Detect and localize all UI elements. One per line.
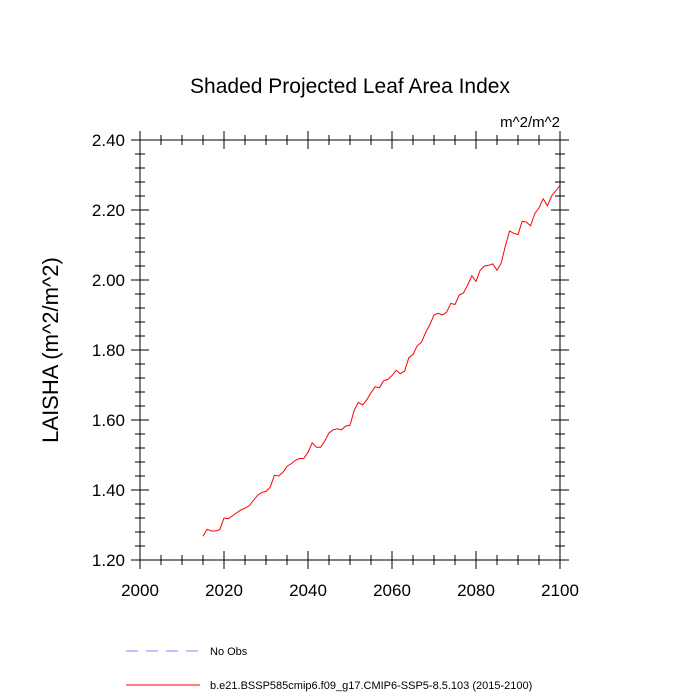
- y-tick-label: 1.80: [92, 341, 125, 360]
- legend: No Obs b.e21.BSSP585cmip6.f09_g17.CMIP6-…: [126, 646, 532, 692]
- x-tick-label: 2060: [373, 581, 411, 600]
- y-tick-label: 1.40: [92, 481, 125, 500]
- y-tick-label: 2.40: [92, 131, 125, 150]
- y-tick-label: 2.20: [92, 201, 125, 220]
- y-tick-label: 1.60: [92, 411, 125, 430]
- x-tick-labels: 2000 2020 2040 2060 2080 2100: [121, 581, 579, 600]
- chart-title: Shaded Projected Leaf Area Index: [190, 75, 510, 98]
- x-tick-label: 2020: [205, 581, 243, 600]
- units-label: m^2/m^2: [500, 114, 560, 131]
- legend-label-model: b.e21.BSSP585cmip6.f09_g17.CMIP6-SSP5-8.…: [210, 680, 532, 692]
- x-tick-label: 2000: [121, 581, 159, 600]
- x-tick-label: 2040: [289, 581, 327, 600]
- legend-label-no-obs: No Obs: [210, 646, 248, 658]
- x-tick-label: 2100: [541, 581, 579, 600]
- axis-ticks: [131, 131, 569, 569]
- plot-frame: [139, 139, 561, 561]
- y-axis-label: LAISHA (m^2/m^2): [38, 257, 63, 443]
- series-line: [202, 185, 561, 537]
- x-tick-label: 2080: [457, 581, 495, 600]
- y-tick-labels: 1.20 1.40 1.60 1.80 2.00 2.20 2.40: [92, 131, 125, 570]
- y-tick-label: 2.00: [92, 271, 125, 290]
- series-group: [202, 185, 561, 537]
- y-tick-label: 1.20: [92, 551, 125, 570]
